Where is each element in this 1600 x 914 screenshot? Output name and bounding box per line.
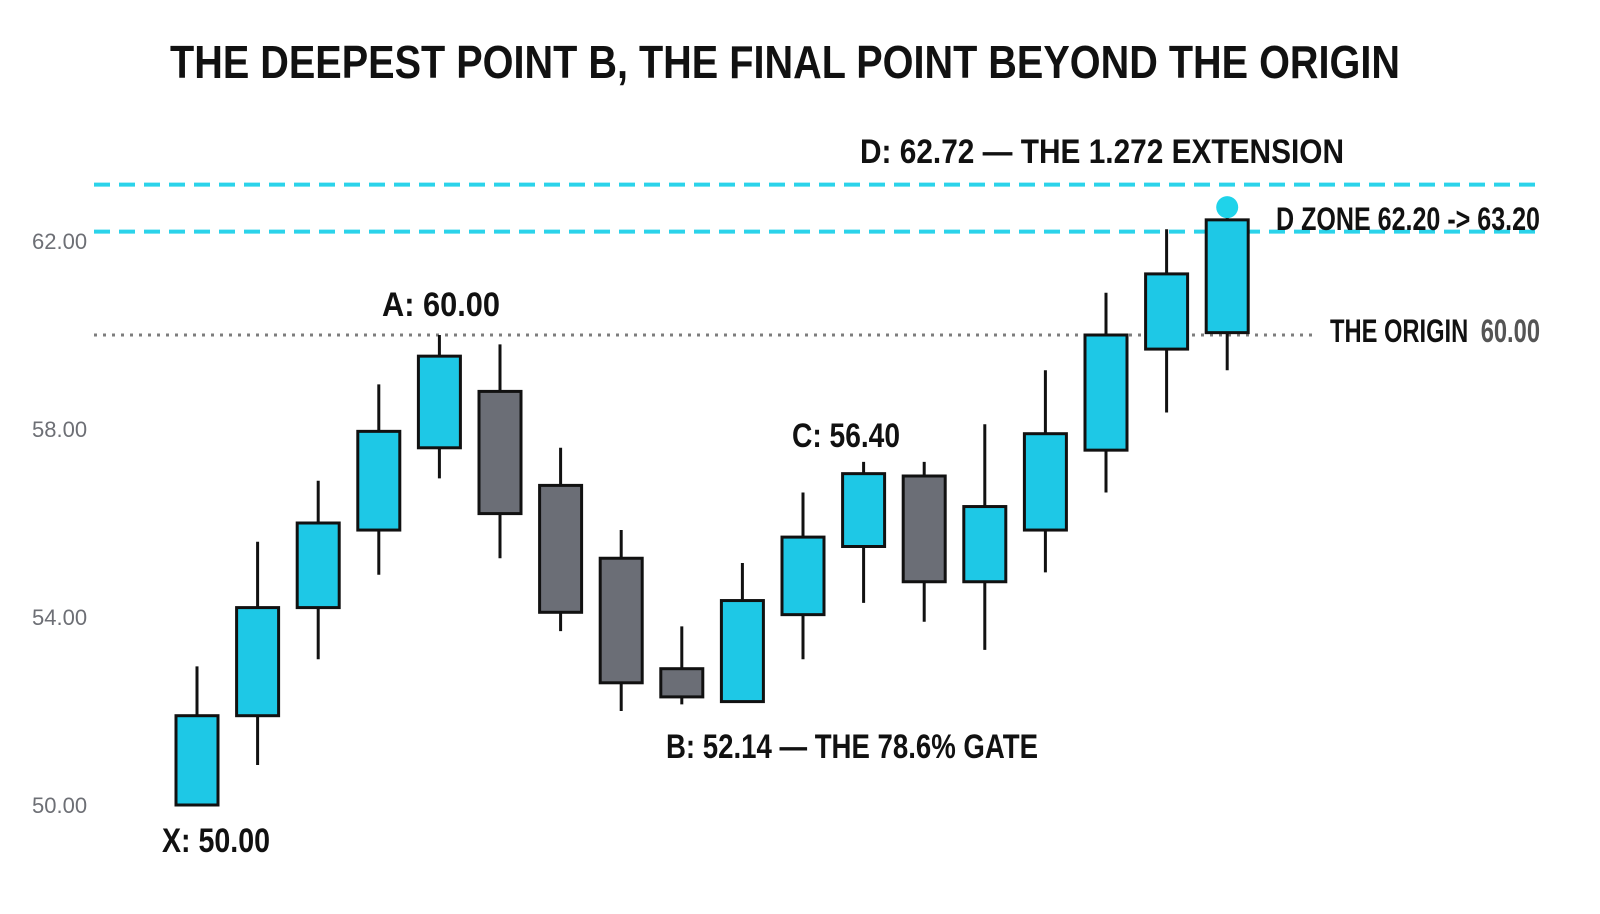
c-point-label: C: 56.40 <box>792 417 900 455</box>
candle <box>962 424 1008 650</box>
candle-body <box>659 667 705 699</box>
a-point-label: A: 60.00 <box>382 286 500 324</box>
candle-body <box>1204 218 1250 335</box>
candle-body <box>1083 333 1129 452</box>
candle <box>841 461 887 603</box>
candle <box>477 344 523 559</box>
candle-body <box>295 521 341 610</box>
d-point-marker <box>1216 196 1239 219</box>
annotations: X: 50.00 A: 60.00 B: 52.14 — THE 78.6% G… <box>162 133 1540 860</box>
candle-body <box>719 599 765 704</box>
candle <box>1144 229 1190 413</box>
candle <box>538 447 584 632</box>
candle-body <box>1144 272 1190 351</box>
origin-label-text: THE ORIGIN <box>1330 313 1468 349</box>
candle <box>901 461 947 622</box>
y-axis: 50.00 54.00 58.00 62.00 <box>32 229 87 818</box>
candle <box>659 626 705 705</box>
candle <box>1083 292 1129 493</box>
candle <box>719 562 765 704</box>
y-tick-label: 54.00 <box>32 605 87 630</box>
level-lines <box>94 182 1540 337</box>
candle-body <box>901 474 947 584</box>
b-point-label: B: 52.14 — THE 78.6% GATE <box>666 728 1038 766</box>
candle-body <box>841 472 887 548</box>
candle <box>235 541 281 766</box>
y-tick-label: 58.00 <box>32 417 87 442</box>
candle <box>295 480 341 660</box>
chart-title: THE DEEPEST POINT B, THE FINAL POINT BEY… <box>170 36 1400 88</box>
candle-body <box>235 606 281 718</box>
candle <box>780 492 826 660</box>
candle-body <box>962 505 1008 584</box>
candle-body <box>1022 432 1068 532</box>
candle <box>1022 370 1068 573</box>
origin-label: THE ORIGIN 60.00 <box>1330 313 1540 349</box>
candle-body <box>598 556 644 685</box>
d-zone-label: D ZONE 62.20 -> 63.20 <box>1276 201 1540 237</box>
y-tick-label: 62.00 <box>32 229 87 254</box>
candle <box>1204 207 1250 371</box>
candle-body <box>538 483 584 614</box>
candles <box>174 207 1250 807</box>
candle-body <box>416 354 462 450</box>
x-point-label: X: 50.00 <box>162 822 270 860</box>
candle-body <box>780 535 826 617</box>
candle <box>598 530 644 711</box>
y-tick-label: 50.00 <box>32 793 87 818</box>
candle <box>416 335 462 479</box>
origin-label-value: 60.00 <box>1481 313 1540 349</box>
candle <box>174 666 220 807</box>
d-point-label: D: 62.72 — THE 1.272 EXTENSION <box>860 133 1344 171</box>
candle-body <box>356 429 402 532</box>
candle <box>356 384 402 575</box>
candle-body <box>174 714 220 807</box>
candle-body <box>477 389 523 516</box>
